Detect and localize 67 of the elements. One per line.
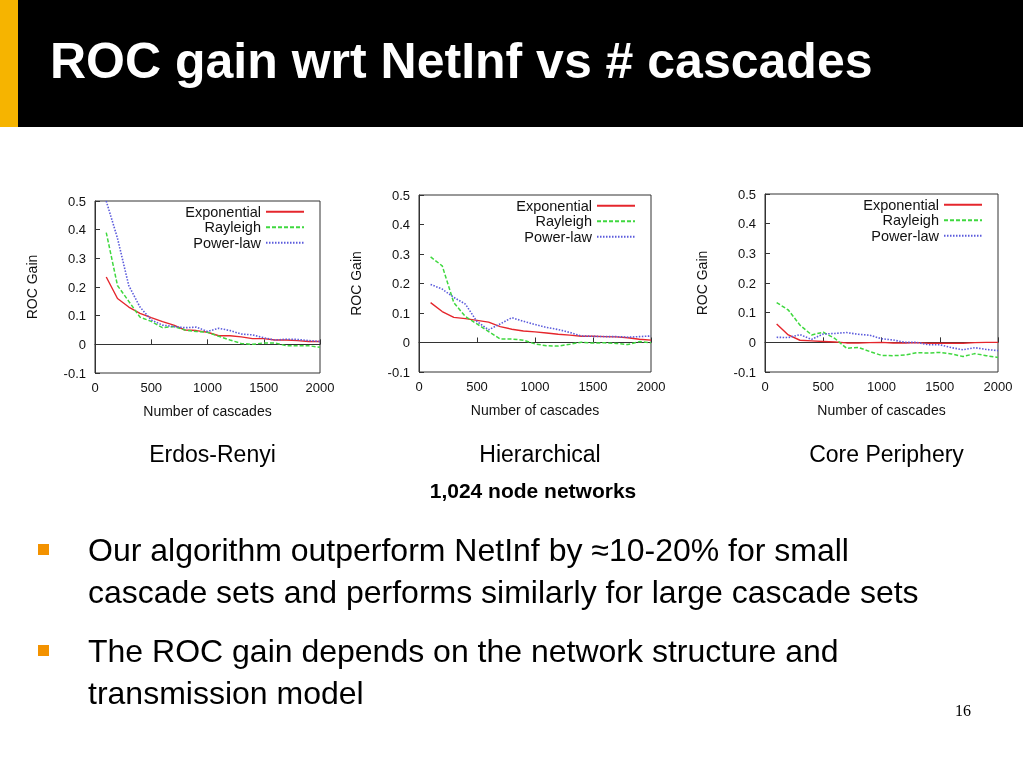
y-tick-label: 0.4 [391,217,410,232]
legend-label: Power-law [871,227,940,244]
x-tick-label: 0 [761,379,769,394]
y-tick-label: 0.1 [737,305,756,321]
x-tick-label: 1500 [249,380,279,395]
legend-label: Exponential [185,203,261,220]
x-tick-label: 2000 [636,379,666,394]
y-tick-label: 0.2 [737,275,756,291]
line-series [105,200,321,343]
x-tick-label: 2000 [983,379,1013,394]
x-tick-label: 1000 [520,379,550,394]
y-tick-label: 0 [748,334,756,350]
x-axis-title: Number of cascades [470,402,600,418]
x-axis-title: Number of cascades [817,402,946,418]
line-series [775,323,999,344]
x-tick-label: 500 [140,380,163,395]
text: 16 [955,702,971,720]
y-tick-label: 0.5 [67,193,86,209]
line-series [429,256,652,347]
x-axis-title: Number of cascades [143,403,272,419]
x-tick-label: 1500 [578,379,608,394]
line-series [105,276,321,343]
y-tick-label: 0 [78,336,86,352]
text: The ROC gain depends on the network structure and transmission model [88,632,840,713]
line-series [429,301,652,341]
y-tick-label: 0.2 [67,279,86,295]
legend-label: Exponential [863,196,939,213]
text: Core Periphery [809,440,965,467]
y-tick-label: -0.1 [733,364,756,380]
y-tick-label: 0.3 [67,250,86,266]
text: Hierarchical [479,440,601,467]
y-tick-label: -0.1 [387,364,410,380]
text: Erdos-Renyi [149,440,276,467]
y-tick-label: 0.3 [391,246,410,262]
x-tick-label: 2000 [305,380,335,395]
y-tick-label: 0.1 [67,308,86,324]
line-series [429,283,652,338]
x-tick-label: 1500 [925,379,955,394]
y-tick-label: -0.1 [63,365,86,381]
y-tick-label: 0.3 [737,245,756,261]
y-axis-title: ROC Gain [348,251,364,316]
x-tick-label: 1000 [867,379,896,394]
legend-label: Exponential [516,197,592,214]
text: 1,024 node networks [428,478,638,504]
x-tick-label: 0 [415,379,423,394]
legend-label: Power-law [193,234,262,251]
y-axis-title: ROC Gain [694,250,710,316]
x-tick-label: 500 [812,379,835,394]
legend-label: Rayleigh [882,212,939,229]
text: ROC gain wrt NetInf vs # cascades [50,33,873,89]
y-tick-label: 0.2 [391,276,410,291]
x-tick-label: 1000 [193,380,222,395]
y-tick-label: 0.5 [391,187,410,203]
y-tick-label: 0.5 [737,186,756,202]
y-axis-title: ROC Gain [24,254,40,320]
y-tick-label: 0.1 [391,305,410,321]
legend-label: Rayleigh [535,213,592,230]
legend-label: Rayleigh [204,219,261,236]
y-tick-label: 0.4 [67,222,86,238]
y-tick-label: 0 [402,335,410,350]
line-series [775,301,999,359]
x-tick-label: 0 [91,380,99,395]
legend-label: Power-law [524,228,593,245]
line-series [775,331,999,352]
x-tick-label: 500 [466,379,488,394]
y-tick-label: 0.4 [737,216,756,232]
text: Our algorithm outperform NetInf by ≈10-20% for small cascade sets and performs similarly for large cascade sets [88,531,920,612]
